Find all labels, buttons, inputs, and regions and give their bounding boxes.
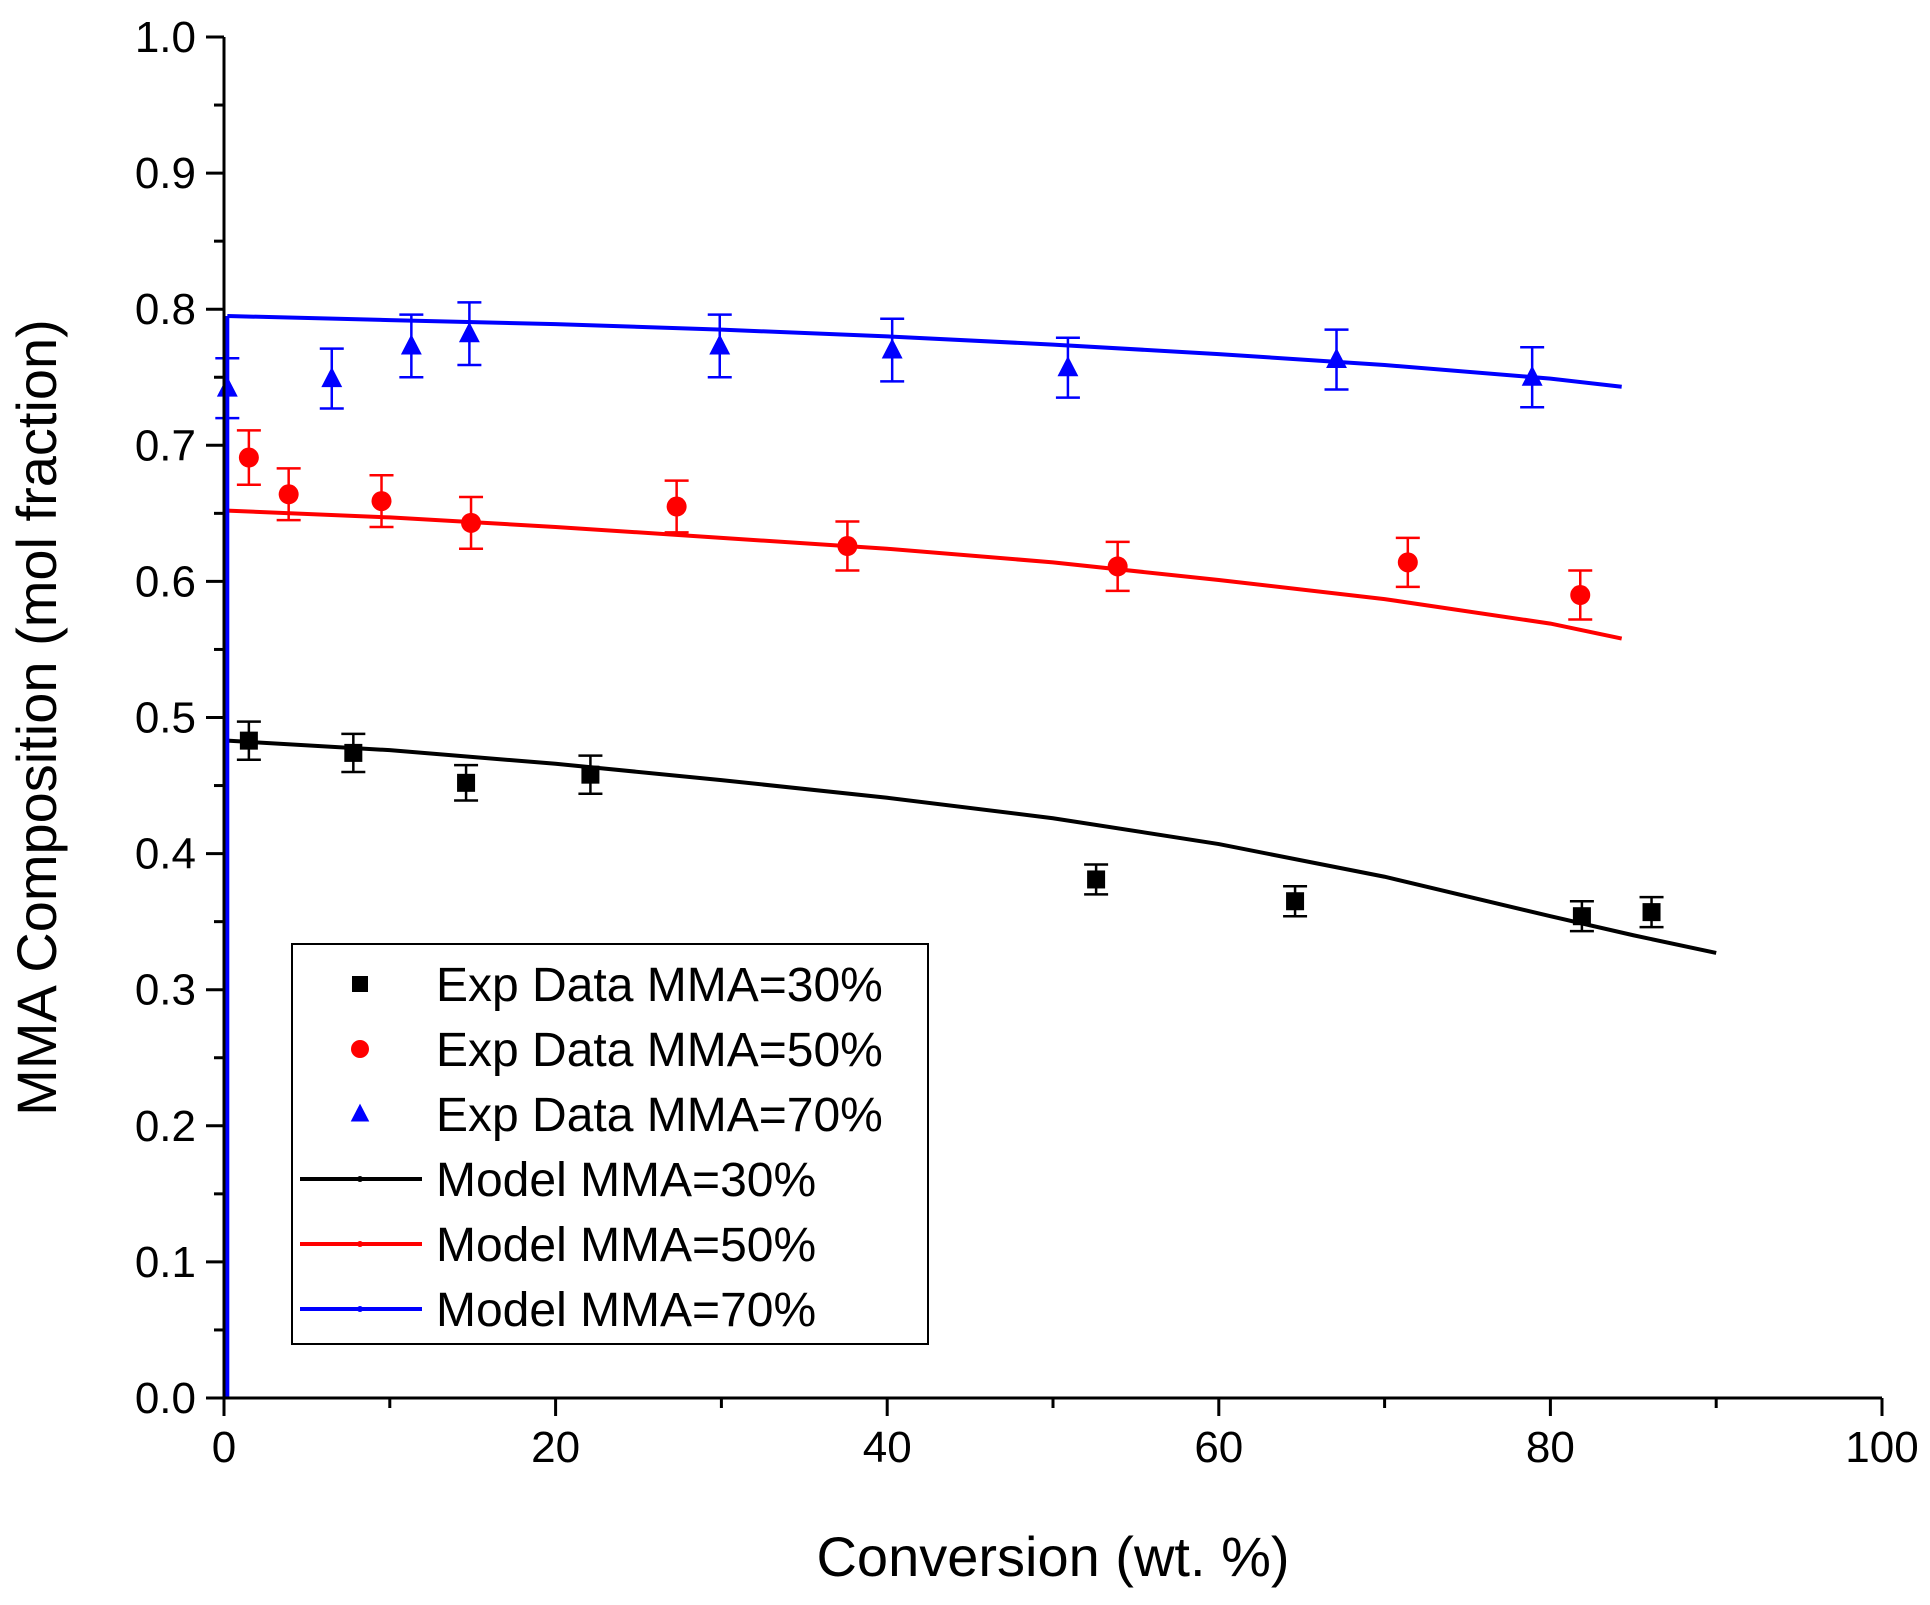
y-tick-label: 0.4 <box>135 830 196 879</box>
data-point <box>458 321 480 343</box>
y-tick-label: 0.8 <box>135 285 196 334</box>
data-point <box>371 491 392 512</box>
legend-box <box>291 943 929 1345</box>
y-tick-label: 0.0 <box>135 1374 196 1423</box>
data-point <box>1057 356 1079 377</box>
legend-label: Exp Data MMA=50% <box>436 1024 883 1077</box>
legend-item: Exp Data MMA=50% <box>351 1024 883 1077</box>
data-point <box>881 338 903 359</box>
legend-item: Model MMA=50% <box>300 1219 816 1272</box>
y-tick-label: 1.0 <box>135 13 196 62</box>
legend-item: Model MMA=70% <box>300 1284 816 1337</box>
axes-layer: 0 20 40 60 80 100 0.0 0.1 0.2 0.3 0.4 0.5 0.6 0.7 0.8… <box>135 13 1919 1472</box>
data-point <box>581 765 600 784</box>
y-ticks: 0.0 0.1 0.2 0.3 0.4 0.5 0.6 0.7 0.8 0.9 1.0 <box>135 13 224 1423</box>
series-1-group <box>236 429 1593 621</box>
y-tick-label: 0.7 <box>135 421 196 470</box>
data-point <box>709 334 731 355</box>
data-point <box>278 484 299 505</box>
data-point <box>666 496 687 517</box>
data-point <box>216 376 238 397</box>
data-point <box>1572 907 1591 926</box>
data-point <box>344 743 363 762</box>
data-point <box>1570 585 1591 606</box>
data-point <box>1107 556 1128 577</box>
data-point <box>1286 892 1305 911</box>
data-point <box>837 536 858 557</box>
legend-items: Exp Data MMA=30% Exp Data MMA=50% Exp Data… <box>300 959 883 1337</box>
x-tick-label: 100 <box>1845 1423 1918 1472</box>
legend-label: Model MMA=30% <box>436 1154 816 1207</box>
legend-line-dot <box>357 1306 363 1312</box>
data-point <box>239 731 258 750</box>
x-axis-title: Conversion (wt. %) <box>816 1525 1289 1588</box>
data-point <box>1087 870 1106 889</box>
legend-line-dot <box>357 1176 363 1182</box>
data-point <box>238 447 259 468</box>
legend-marker <box>352 976 368 992</box>
x-tick-label: 20 <box>531 1423 580 1472</box>
y-tick-label: 0.5 <box>135 694 196 743</box>
data-point <box>1521 365 1543 386</box>
x-tick-label: 80 <box>1526 1423 1575 1472</box>
data-point <box>461 512 482 533</box>
legend-label: Model MMA=70% <box>436 1284 816 1337</box>
data-point <box>457 773 476 792</box>
data-point <box>1642 903 1661 922</box>
y-tick-label: 0.3 <box>135 966 196 1015</box>
x-tick-label: 40 <box>863 1423 912 1472</box>
x-tick-label: 60 <box>1194 1423 1243 1472</box>
legend-item: Exp Data MMA=30% <box>352 959 883 1012</box>
series-0-group <box>236 720 1664 933</box>
data-point <box>321 366 343 388</box>
data-point <box>400 334 422 355</box>
y-tick-label: 0.9 <box>135 149 196 198</box>
data-point <box>1397 552 1418 573</box>
series-5-group <box>227 314 1622 389</box>
legend-label: Model MMA=50% <box>436 1219 816 1272</box>
legend-label: Exp Data MMA=70% <box>436 1089 883 1142</box>
x-ticks: 0 20 40 60 80 100 <box>212 1398 1919 1472</box>
y-axis-title: MMA Composition (mol fraction) <box>5 319 68 1116</box>
y-tick-label: 0.6 <box>135 557 196 606</box>
series-2-group <box>215 301 1545 420</box>
plot-layer <box>215 301 1717 1398</box>
legend-item: Model MMA=30% <box>300 1154 816 1207</box>
series-line <box>227 314 1622 389</box>
legend-line-dot <box>357 1241 363 1247</box>
legend-marker <box>351 1040 369 1058</box>
x-tick-label: 0 <box>212 1423 236 1472</box>
legend: Exp Data MMA=30% Exp Data MMA=50% Exp Data… <box>291 943 929 1345</box>
legend-item: Exp Data MMA=70% <box>350 1089 883 1142</box>
y-tick-label: 0.1 <box>135 1238 196 1287</box>
y-tick-label: 0.2 <box>135 1102 196 1151</box>
data-point <box>1326 347 1347 369</box>
legend-marker <box>350 1103 370 1122</box>
legend-label: Exp Data MMA=30% <box>436 959 883 1012</box>
